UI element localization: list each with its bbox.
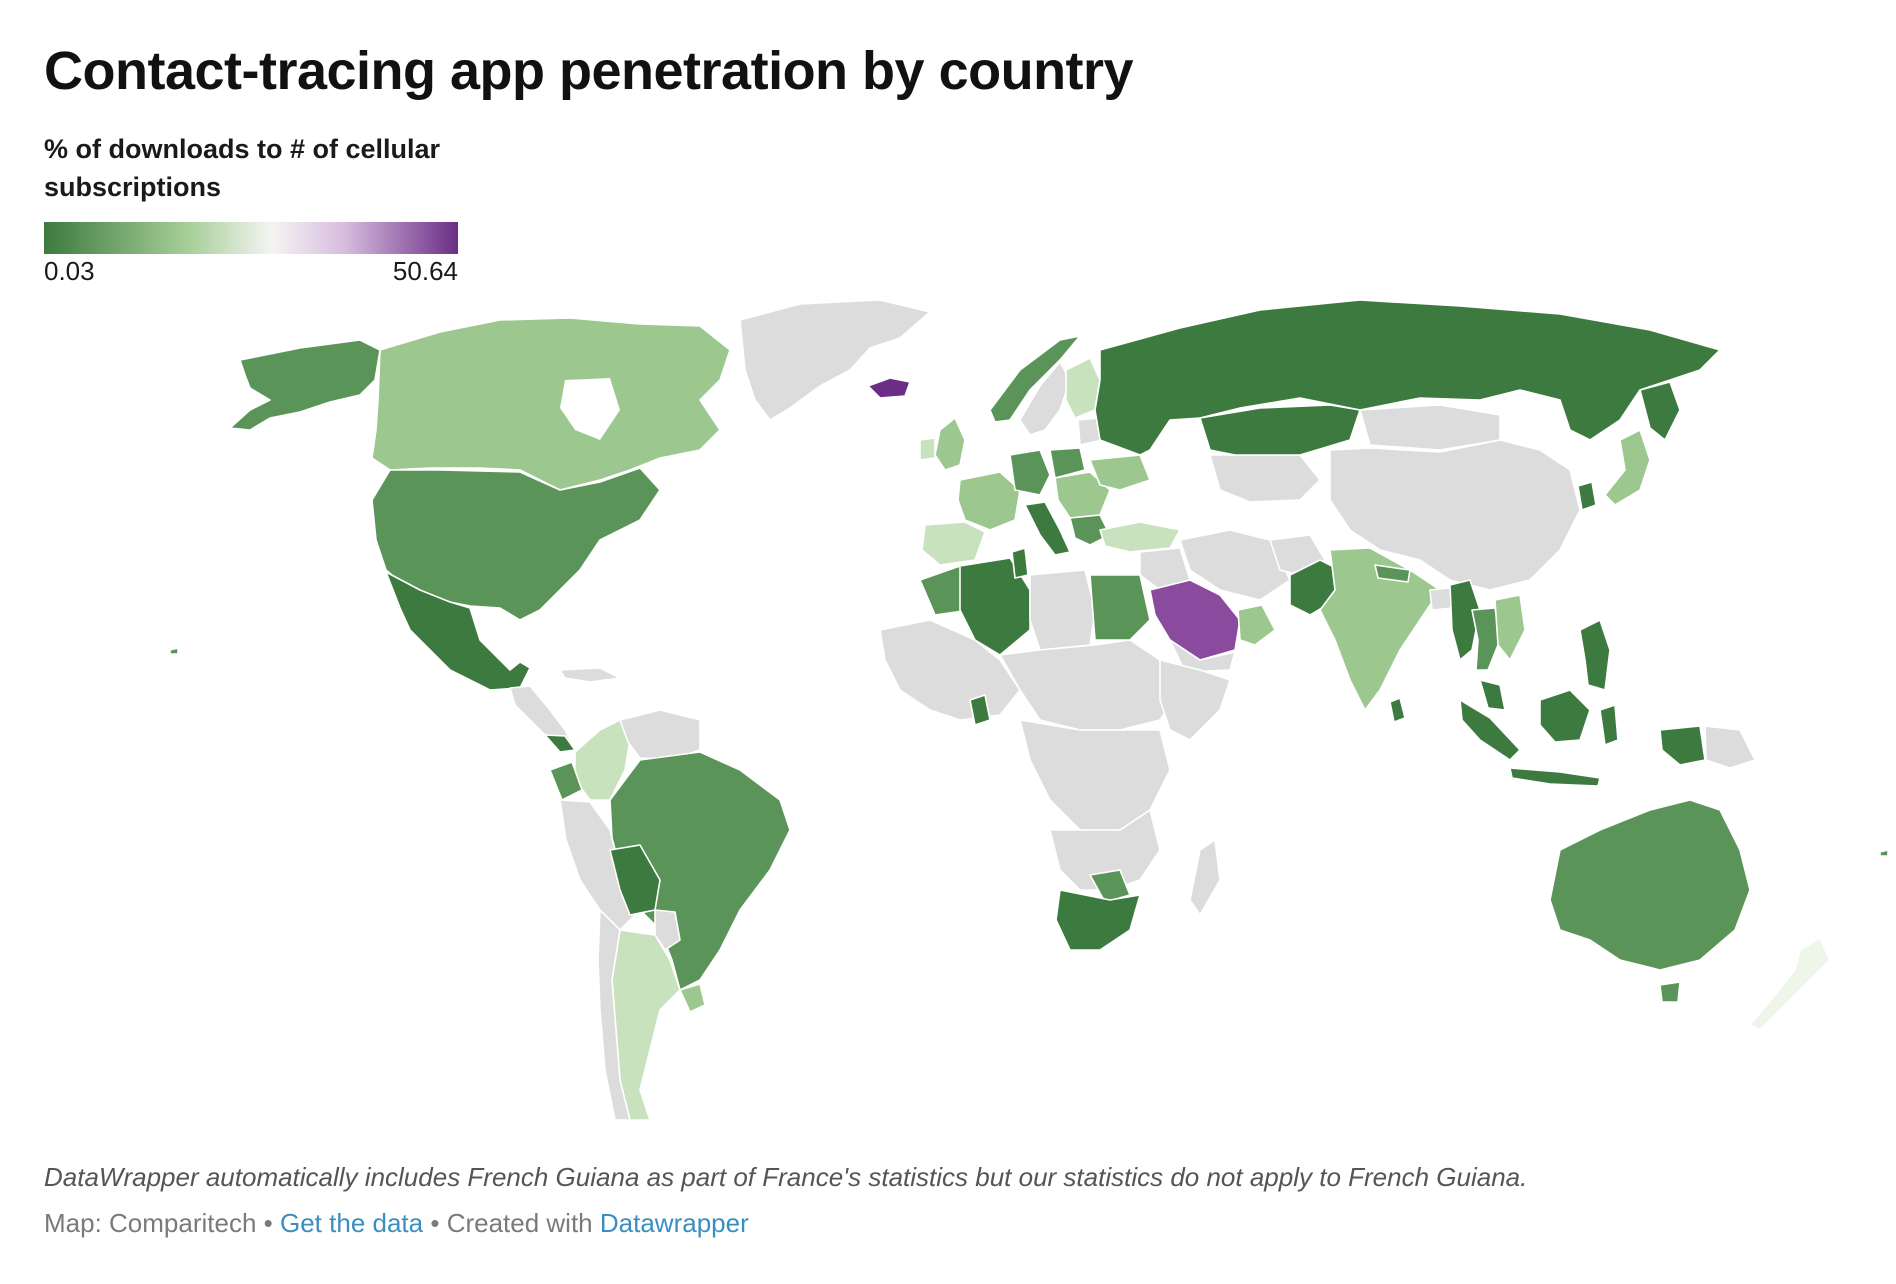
country-bangladesh[interactable] [1429,587,1453,611]
country-russia[interactable] [1094,299,1721,456]
country-peru[interactable] [559,799,641,931]
country-southern-africa[interactable] [1049,809,1161,891]
footer-source: Map: Comparitech [44,1208,257,1238]
country-tasmania[interactable] [1659,981,1681,1003]
country-mexico[interactable] [385,571,531,691]
country-venezuela[interactable] [619,709,701,761]
legend-ticks: 0.03 50.64 [44,256,458,287]
country-philippines[interactable] [1579,619,1611,691]
footnote: DataWrapper automatically includes Frenc… [44,1162,1528,1192]
country-saudi-arabia[interactable] [1149,579,1241,661]
country-paraguay[interactable] [654,909,681,951]
country-russia-east[interactable] [1639,381,1681,441]
country-indonesia-sumatra[interactable] [1459,699,1521,761]
get-data-link[interactable]: Get the data [280,1208,424,1238]
country-china[interactable] [1329,439,1581,591]
datawrapper-link[interactable]: Datawrapper [599,1208,749,1238]
country-uk[interactable] [934,417,966,471]
country-turkey[interactable] [1099,521,1181,553]
footer-separator: • [430,1208,440,1238]
country-balkans[interactable] [1069,514,1111,546]
country-chile[interactable] [597,909,631,1120]
country-zimbabwe[interactable] [1089,869,1131,903]
footer: Map: Comparitech • Get the data • Create… [44,1208,749,1239]
country-iceland[interactable] [867,377,911,399]
country-indonesia-java[interactable] [1509,767,1601,787]
country-tunisia[interactable] [1011,547,1029,579]
country-sweden[interactable] [1019,361,1071,436]
country-libya[interactable] [1029,569,1096,651]
country-usa-alaska[interactable] [229,339,381,431]
country-iran[interactable] [1179,529,1291,601]
country-italy[interactable] [1024,501,1071,556]
country-germany[interactable] [1009,449,1051,496]
country-south-africa[interactable] [1055,889,1141,951]
country-caribbean[interactable] [559,667,621,683]
country-japan[interactable] [1604,429,1651,506]
country-fiji[interactable] [1879,849,1889,857]
footer-created-with: Created with [446,1208,593,1238]
country-australia[interactable] [1549,799,1751,971]
country-indonesia-borneo[interactable] [1539,689,1591,743]
legend-max-label: 50.64 [392,256,458,286]
country-madagascar[interactable] [1189,839,1221,916]
country-sahel[interactable] [999,639,1181,731]
country-south-korea[interactable] [1577,481,1597,511]
world-map-svg [169,299,1889,1120]
country-panama[interactable] [544,734,576,753]
world-map [0,290,1896,1120]
country-indonesia-sulawesi[interactable] [1599,704,1619,746]
country-spain-portugal[interactable] [921,521,986,566]
country-papua-indonesia[interactable] [1659,725,1706,766]
legend-min-label: 0.03 [44,256,95,286]
footer-separator: • [263,1208,273,1238]
color-legend: % of downloads to # of cellular subscrip… [44,130,464,287]
country-ukraine[interactable] [1089,454,1151,491]
country-mongolia[interactable] [1359,404,1501,451]
country-sri-lanka[interactable] [1389,697,1406,723]
country-ireland[interactable] [919,437,936,461]
country-ecuador[interactable] [549,761,583,801]
country-vietnam-laos[interactable] [1494,594,1526,661]
country-malaysia[interactable] [1479,679,1506,711]
hudson-bay [560,378,620,440]
country-horn-of-africa[interactable] [1159,659,1231,741]
country-central-asia[interactable] [1209,454,1321,503]
country-uae-oman[interactable] [1237,604,1276,646]
country-papua-new-guinea[interactable] [1704,725,1756,769]
country-myanmar[interactable] [1449,579,1481,661]
country-hawaii[interactable] [169,647,179,655]
country-canada[interactable] [371,317,731,491]
country-ghana[interactable] [969,694,991,726]
country-greenland[interactable] [739,299,931,421]
legend-gradient-bar [44,222,458,254]
country-egypt[interactable] [1089,574,1151,641]
chart-title: Contact-tracing app penetration by count… [44,41,1134,101]
country-poland[interactable] [1049,447,1086,479]
country-kazakhstan[interactable] [1199,404,1361,459]
country-nepal[interactable] [1374,564,1411,583]
country-norway[interactable] [989,335,1081,423]
country-uruguay[interactable] [679,983,706,1013]
legend-title: % of downloads to # of cellular subscrip… [44,134,441,202]
country-new-zealand[interactable] [1749,937,1831,1031]
country-france[interactable] [957,471,1021,531]
